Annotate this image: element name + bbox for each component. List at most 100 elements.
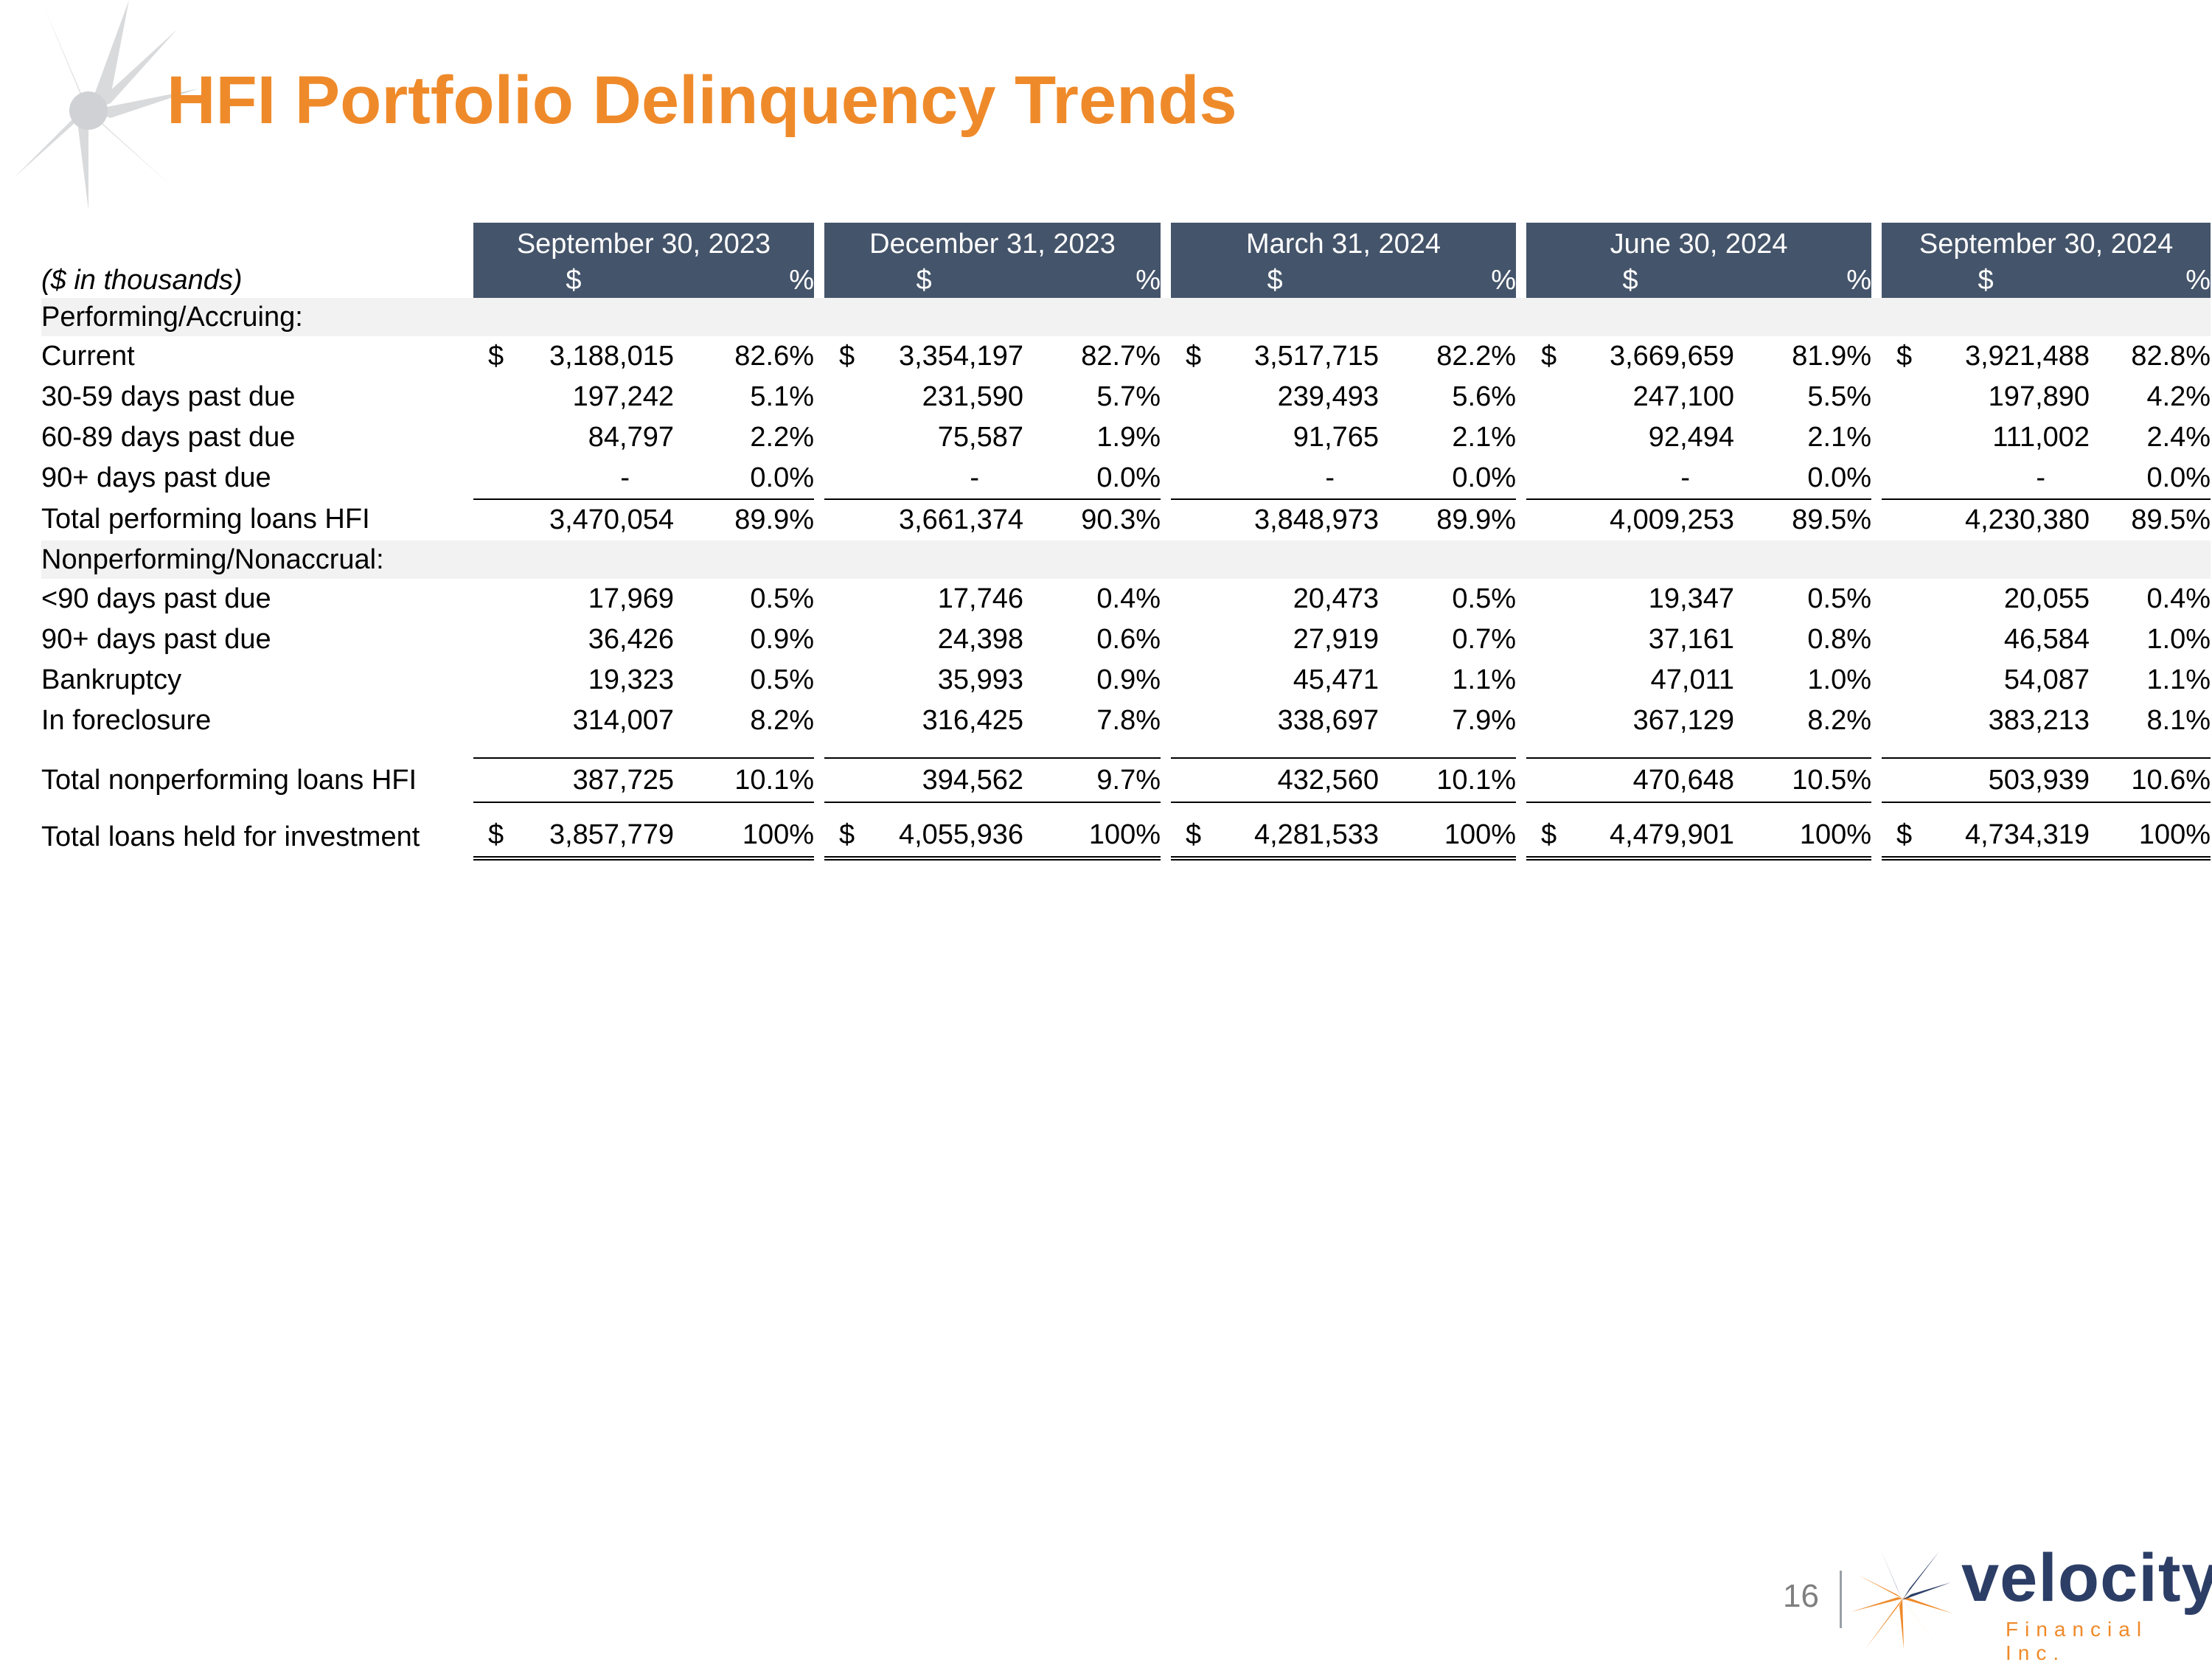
period-header-row: September 30, 2023 December 31, 2023 Mar…: [41, 223, 2211, 263]
amount-cell: 27,919: [1293, 624, 1380, 655]
amount-cell: $4,734,319: [1882, 813, 2090, 861]
percent-cell: 0.5%: [750, 664, 815, 695]
symbol-header-row: ($ in thousands) $ % $ % $ % $ % $ %: [41, 263, 2211, 298]
percent-cell: 100%: [1023, 813, 1161, 861]
section-row-performing: Performing/Accruing:: [41, 298, 2211, 336]
percent-col-header: %: [1379, 263, 1517, 298]
amount-cell: 19,323: [588, 664, 674, 695]
percent-cell: 81.9%: [1792, 341, 1872, 372]
percent-cell: 82.6%: [734, 341, 815, 372]
row-label: 90+ days past due: [41, 462, 271, 493]
amount-value: 3,669,659: [1609, 341, 1735, 372]
percent-cell: 8.2%: [1807, 705, 1872, 736]
amount-cell: 20,055: [2003, 583, 2090, 614]
amount-value: 3,857,779: [549, 818, 674, 850]
percent-col-header: %: [2090, 263, 2211, 298]
percent-cell: 8.1%: [2146, 705, 2211, 736]
table-row-60-89: 60-89 days past due 84,797 2.2% 75,587 1…: [41, 417, 2211, 458]
amount-cell: -: [970, 462, 980, 493]
amount-cell: 383,213: [1988, 705, 2090, 736]
amount-col-header: $: [1171, 263, 1380, 298]
percent-cell: 0.5%: [1807, 583, 1872, 614]
percent-cell: 5.5%: [1807, 381, 1872, 412]
percent-cell: 0.0%: [2146, 462, 2211, 493]
percent-cell: 4.2%: [2146, 381, 2211, 412]
amount-value: 4,055,936: [898, 818, 1024, 850]
percent-cell: 2.4%: [2146, 422, 2211, 453]
page-title: HFI Portfolio Delinquency Trends: [167, 63, 1237, 138]
amount-value: 3,517,715: [1253, 341, 1380, 372]
percent-cell: 82.2%: [1436, 341, 1517, 372]
row-label: Current: [41, 341, 135, 372]
percent-cell: 0.7%: [1452, 624, 1517, 655]
amount-cell: 247,100: [1632, 381, 1735, 412]
period-header: March 31, 2024: [1171, 223, 1517, 263]
percent-col-header: %: [674, 263, 815, 298]
table-row-total-nonperforming: Total nonperforming loans HFI 387,725 10…: [41, 757, 2211, 803]
percent-cell: 1.1%: [1452, 664, 1517, 695]
dollar-sign: $: [839, 818, 855, 850]
amount-cell: 36,426: [588, 624, 674, 655]
percent-cell: 82.8%: [2131, 341, 2211, 372]
row-label: Total nonperforming loans HFI: [41, 764, 417, 796]
amount-cell: 47,011: [1650, 664, 1735, 695]
dollar-sign: $: [1896, 341, 1913, 372]
section-label: Performing/Accruing:: [41, 298, 2211, 336]
amount-cell: $3,188,015: [473, 336, 674, 377]
delinquency-table: September 30, 2023 December 31, 2023 Mar…: [41, 223, 2211, 861]
table-row-90-plus-performing: 90+ days past due - 0.0% - 0.0% - 0.0% -…: [41, 458, 2211, 498]
percent-cell: 89.9%: [674, 498, 815, 540]
row-label: 90+ days past due: [41, 624, 271, 655]
percent-cell: 1.0%: [1807, 664, 1872, 695]
amount-cell: 387,725: [473, 757, 674, 803]
percent-cell: 5.6%: [1452, 381, 1517, 412]
amount-cell: -: [1680, 462, 1691, 493]
amount-cell: -: [2036, 462, 2046, 493]
period-header: September 30, 2024: [1882, 223, 2211, 263]
amount-cell: -: [620, 462, 630, 493]
percent-cell: 2.2%: [750, 422, 815, 453]
row-label: <90 days past due: [41, 583, 271, 614]
percent-cell: 89.5%: [2090, 498, 2211, 540]
amount-cell: 17,746: [937, 583, 1024, 614]
percent-cell: 0.6%: [1096, 624, 1161, 655]
percent-cell: 10.1%: [674, 757, 815, 803]
period-header: December 31, 2023: [824, 223, 1161, 263]
percent-cell: 0.9%: [750, 624, 815, 655]
row-label: Bankruptcy: [41, 664, 182, 695]
percent-cell: 1.9%: [1096, 422, 1161, 453]
percent-cell: 0.4%: [1096, 583, 1161, 614]
amount-cell: 45,471: [1293, 664, 1380, 695]
percent-cell: 89.5%: [1734, 498, 1872, 540]
percent-cell: 0.8%: [1807, 624, 1872, 655]
amount-cell: 367,129: [1632, 705, 1735, 736]
table-row-current: Current $3,188,015 82.6% $3,354,197 82.7…: [41, 336, 2211, 377]
amount-cell: $3,921,488: [1882, 336, 2090, 377]
percent-cell: 0.9%: [1096, 664, 1161, 695]
dollar-sign: $: [1896, 818, 1913, 850]
amount-cell: 19,347: [1648, 583, 1735, 614]
amount-cell: 3,661,374: [824, 498, 1024, 540]
percent-cell: 5.1%: [750, 381, 815, 412]
amount-cell: 4,009,253: [1526, 498, 1735, 540]
percent-cell: 10.6%: [2090, 757, 2211, 803]
star-burst-icon: [0, 0, 199, 210]
logo-subtitle: Financial Inc.: [2006, 1618, 2149, 1664]
amount-cell: 35,993: [937, 664, 1024, 695]
percent-cell: 1.1%: [2146, 664, 2211, 695]
amount-cell: 91,765: [1293, 422, 1380, 453]
row-label: 30-59 days past due: [41, 381, 296, 412]
percent-cell: 7.9%: [1452, 705, 1517, 736]
percent-cell: 2.1%: [1807, 422, 1872, 453]
amount-cell: 46,584: [2003, 624, 2090, 655]
dollar-sign: $: [1541, 818, 1557, 850]
amount-value: 4,281,533: [1253, 818, 1380, 850]
page-number: 16: [1783, 1578, 1819, 1614]
section-label: Nonperforming/Nonaccrual:: [41, 540, 2211, 579]
amount-col-header: $: [1526, 263, 1735, 298]
row-label: In foreclosure: [41, 705, 212, 736]
amount-cell: 37,161: [1648, 624, 1735, 655]
amount-cell: 4,230,380: [1882, 498, 2090, 540]
percent-cell: 10.5%: [1734, 757, 1872, 803]
amount-cell: $4,479,901: [1526, 813, 1735, 861]
